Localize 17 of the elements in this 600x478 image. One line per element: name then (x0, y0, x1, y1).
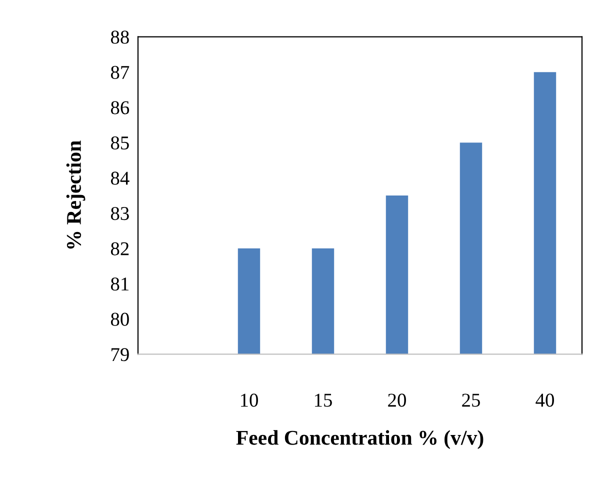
x-tick-label: 10 (240, 394, 258, 407)
y-tick-label: 83 (110, 206, 129, 220)
y-tick-label: 86 (110, 101, 130, 114)
x-tick-label: 20 (388, 394, 406, 407)
y-tick-label: 87 (110, 66, 130, 80)
y-tick-label: 80 (110, 312, 129, 326)
y-tick-label: 85 (110, 136, 129, 150)
y-tick-label: 84 (110, 172, 130, 185)
y-tick-label: 88 (110, 30, 129, 44)
x-tick-label: 15 (314, 394, 332, 407)
y-tick-label: 79 (112, 348, 129, 362)
x-tick-label: 40 (536, 394, 554, 407)
y-tick-label: 82 (110, 242, 129, 256)
y-axis-title: % Rejection (66, 140, 86, 249)
y-tick-label: 81 (110, 277, 128, 291)
x-tick-label: 25 (462, 394, 480, 407)
x-axis-title: Feed Concentration % (v/v) (236, 430, 484, 450)
